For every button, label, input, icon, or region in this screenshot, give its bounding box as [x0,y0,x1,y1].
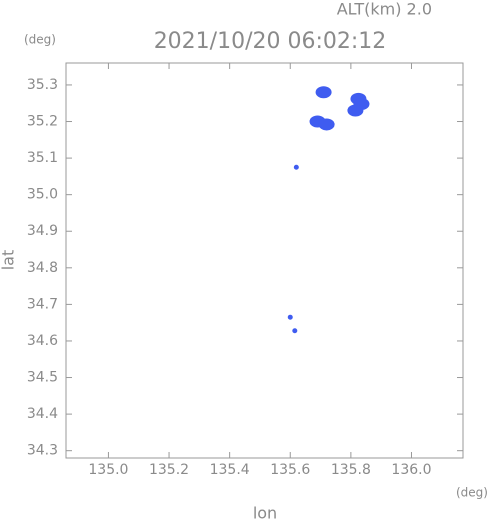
x-tick-label: 136.0 [391,462,431,478]
echo-point [292,328,298,334]
x-axis-label: lon [253,504,277,521]
y-tick-label: 34.6 [27,333,58,349]
y-tick-label: 34.9 [27,223,58,239]
y-tick-label: 34.4 [27,406,58,422]
chart-title: 2021/10/20 06:02:12 [154,29,387,54]
y-tick-label: 35.3 [27,77,58,93]
y-tick-label: 34.7 [27,296,58,312]
y-tick-label: 34.3 [27,443,58,459]
y-tick-label: 35.2 [27,114,58,130]
x-tick-label: 135.4 [210,462,250,478]
y-unit: (deg) [24,33,56,47]
echo-point [287,314,293,320]
y-tick-label: 35.0 [27,187,58,203]
chart-subtitle: ALT(km) 2.0 [337,0,432,19]
x-tick-label: 135.6 [270,462,310,478]
y-tick-label: 34.8 [27,260,58,276]
y-axis-label: lat [0,250,18,271]
plot-frame [65,62,464,459]
echo-point [293,164,299,170]
x-tick-label: 135.2 [149,462,189,478]
y-tick-label: 35.1 [27,150,58,166]
echo-point [318,118,335,131]
echo-point [347,104,364,117]
x-tick-label: 135.8 [331,462,371,478]
echo-point [315,86,332,99]
y-tick-label: 34.5 [27,370,58,386]
x-unit: (deg) [456,486,488,500]
x-tick-label: 135.0 [88,462,128,478]
